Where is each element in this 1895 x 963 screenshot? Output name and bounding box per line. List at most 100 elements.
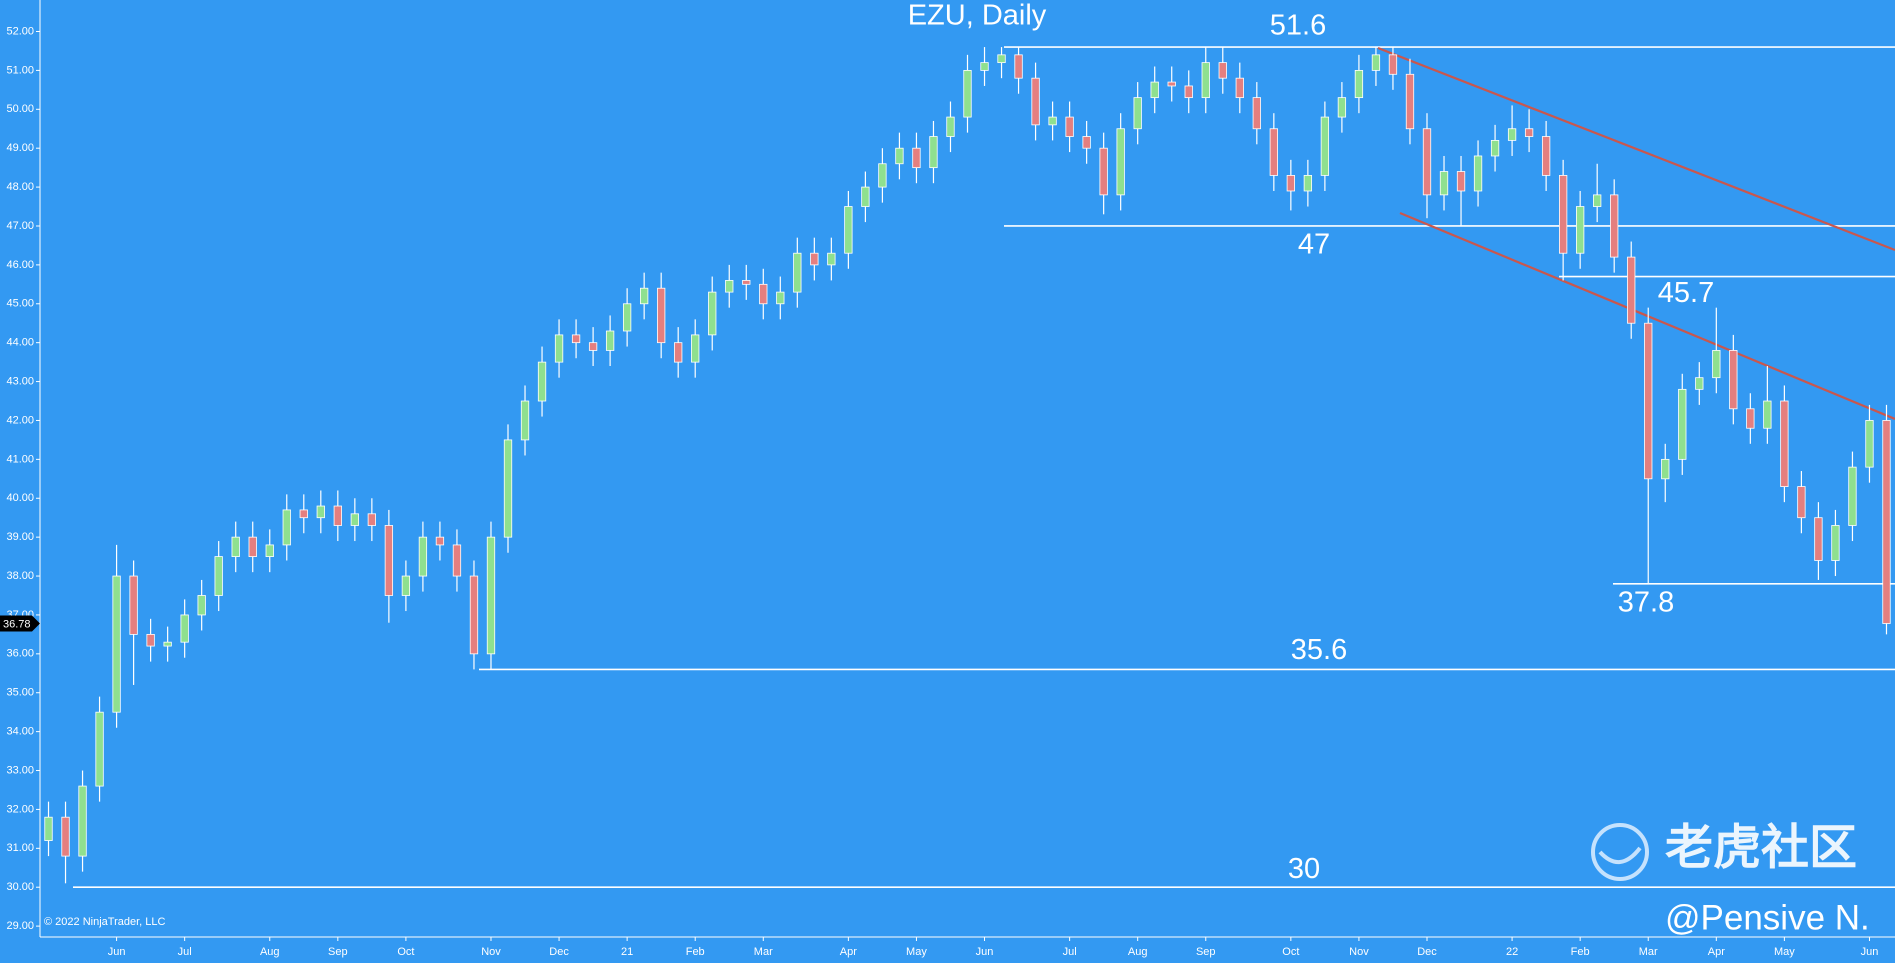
candle-body <box>1269 128 1278 176</box>
candle-body <box>1150 81 1159 99</box>
y-tick-label: 45.00 <box>6 298 34 310</box>
candle-body <box>78 785 87 857</box>
candle-body <box>401 575 411 596</box>
candle-body <box>1133 97 1142 130</box>
y-tick-label: 47.00 <box>6 220 34 232</box>
candle-body <box>146 633 155 647</box>
candle-body <box>520 400 530 441</box>
y-tick-label: 30.00 <box>6 881 34 893</box>
candle-body <box>1456 171 1466 192</box>
candle-body <box>1865 420 1874 468</box>
candle-body <box>1644 322 1653 480</box>
candle-body <box>1320 116 1330 176</box>
candle-body <box>265 544 274 557</box>
y-tick-label: 50.00 <box>6 103 34 115</box>
candle-body <box>997 54 1006 64</box>
candle-body <box>1014 54 1023 79</box>
x-tick-label: Sep <box>1196 946 1216 958</box>
y-tick-label: 46.00 <box>6 259 34 271</box>
candle-body <box>827 252 836 266</box>
candle-body <box>963 70 972 118</box>
x-tick-label: Jul <box>178 946 192 958</box>
candle-body <box>1490 140 1500 157</box>
y-tick-label: 51.00 <box>6 64 34 76</box>
x-tick-label: Jun <box>1861 946 1879 958</box>
x-tick-label: Jul <box>1063 946 1077 958</box>
candle-body <box>1235 77 1244 99</box>
candle-body <box>112 575 121 713</box>
candle-body <box>1746 408 1755 429</box>
y-tick-label: 39.00 <box>6 531 34 543</box>
candle-body <box>1627 256 1636 324</box>
candle-body <box>350 513 359 526</box>
candle-body <box>282 509 291 546</box>
candle-body <box>1541 136 1551 176</box>
candle-body <box>622 303 632 332</box>
y-tick-label: 52.00 <box>6 25 34 37</box>
x-tick-label: Dec <box>1417 946 1437 958</box>
x-tick-label: Mar <box>754 946 773 958</box>
x-tick-label: Nov <box>1349 946 1369 958</box>
y-tick-label: 32.00 <box>6 803 34 815</box>
candle-body <box>759 283 768 305</box>
candle-body <box>895 147 904 165</box>
x-tick-label: Feb <box>686 946 705 958</box>
price-marker <box>0 615 40 632</box>
candle-body <box>1814 517 1823 561</box>
y-tick-label: 40.00 <box>6 492 34 504</box>
candle-body <box>469 575 479 655</box>
price-marker-label: 36.78 <box>3 618 31 630</box>
level-label: 35.6 <box>1291 634 1347 666</box>
candle-body <box>844 206 853 254</box>
x-tick-label: Jun <box>108 946 126 958</box>
candle-body <box>129 575 138 635</box>
candle-body <box>1218 62 1227 79</box>
x-tick-label: Sep <box>328 946 348 958</box>
candle-body <box>691 334 700 363</box>
candle-body <box>1303 175 1313 192</box>
candle-body <box>163 641 172 647</box>
candle-body <box>1729 350 1738 410</box>
candle-body <box>776 291 785 305</box>
x-tick-label: May <box>906 946 927 958</box>
x-tick-label: Dec <box>549 946 569 958</box>
candle-body <box>1593 194 1602 207</box>
candle-body <box>1167 81 1176 87</box>
candle-body <box>929 136 938 169</box>
candle-body <box>248 536 257 557</box>
candle-body <box>1422 128 1432 196</box>
y-tick-label: 36.00 <box>6 648 34 660</box>
candle-body <box>1252 97 1261 130</box>
candle-body <box>1576 206 1585 254</box>
y-tick-label: 41.00 <box>6 453 34 465</box>
candle-body <box>657 287 666 344</box>
candle-body <box>793 252 802 293</box>
watermark-logo <box>1591 823 1649 881</box>
x-tick-label: Apr <box>840 946 857 958</box>
candle-body <box>95 711 104 787</box>
candle-body <box>44 816 53 841</box>
candle-body <box>1558 175 1568 254</box>
candle-body <box>1661 458 1670 480</box>
candle-body <box>231 536 240 557</box>
candle-body <box>742 280 751 285</box>
candle-body <box>1831 525 1840 561</box>
candle-body <box>1695 377 1704 390</box>
candle-body <box>1610 194 1619 258</box>
candle-body <box>640 287 649 305</box>
candle-body <box>452 544 462 577</box>
y-tick-label: 38.00 <box>6 570 34 582</box>
level-label: 45.7 <box>1658 277 1714 309</box>
candle-body <box>878 163 887 188</box>
candle-body <box>861 186 870 207</box>
x-tick-label: 21 <box>621 946 633 958</box>
candle-body <box>708 291 717 336</box>
candle-body <box>1048 116 1057 126</box>
candle-body <box>299 509 308 519</box>
candle-body <box>571 334 581 344</box>
y-tick-label: 31.00 <box>6 842 34 854</box>
candle-body <box>1337 97 1347 118</box>
candle-body <box>1882 420 1891 624</box>
